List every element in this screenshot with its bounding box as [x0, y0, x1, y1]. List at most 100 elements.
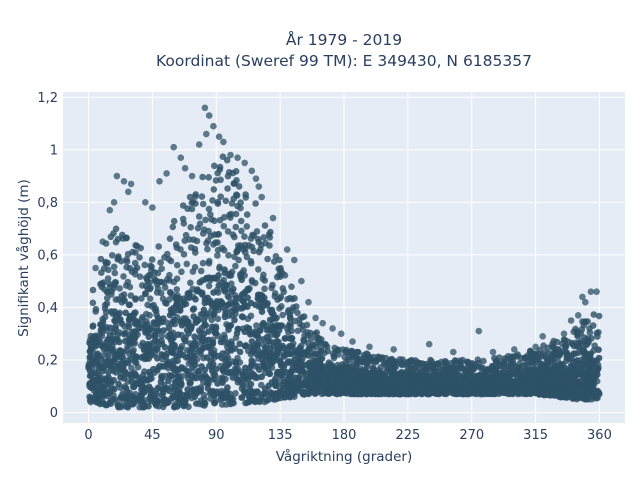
data-point: [92, 264, 99, 272]
data-point: [555, 387, 563, 394]
y-tick-label: 0,2: [37, 353, 58, 368]
data-point: [261, 285, 268, 293]
data-point: [171, 386, 178, 393]
data-point: [224, 348, 231, 356]
data-point: [197, 311, 205, 318]
data-point: [244, 285, 252, 293]
data-point: [220, 222, 228, 230]
data-point: [443, 367, 450, 374]
data-point: [199, 173, 206, 181]
data-point: [190, 313, 197, 320]
data-point: [234, 376, 241, 383]
data-point: [241, 159, 248, 167]
chart-title-line-1: År 1979 - 2019: [286, 30, 402, 49]
data-point: [187, 279, 194, 287]
data-point: [176, 399, 183, 406]
data-point: [511, 346, 518, 353]
data-point: [188, 205, 196, 213]
data-point: [170, 278, 178, 286]
data-point: [276, 305, 283, 312]
data-point: [202, 216, 209, 224]
data-point: [234, 154, 241, 161]
data-point: [262, 364, 269, 372]
data-point: [373, 385, 380, 393]
y-tick-label: 1,2: [37, 91, 58, 106]
data-point: [170, 143, 177, 151]
data-point: [493, 375, 501, 383]
data-point: [281, 335, 289, 342]
data-point: [258, 193, 266, 201]
data-point: [231, 316, 238, 324]
data-point: [355, 383, 363, 390]
data-point: [574, 312, 582, 319]
data-point: [279, 285, 287, 292]
data-point: [176, 305, 184, 313]
data-points: [85, 104, 603, 411]
data-point: [294, 309, 301, 317]
data-point: [217, 392, 225, 400]
data-point: [248, 338, 256, 345]
data-point: [582, 318, 589, 325]
data-point: [110, 356, 118, 364]
data-point: [330, 354, 338, 362]
x-tick-label: 135: [268, 428, 293, 443]
data-point: [198, 193, 206, 200]
data-point: [570, 374, 577, 381]
data-point: [593, 288, 600, 296]
x-tick-label: 315: [523, 428, 548, 443]
data-point: [203, 374, 210, 382]
x-tick-label: 360: [587, 428, 612, 443]
data-point: [294, 327, 302, 335]
data-point: [551, 378, 558, 386]
data-point: [103, 339, 110, 346]
data-point: [301, 332, 308, 340]
data-point: [337, 373, 344, 380]
data-point: [114, 255, 121, 263]
data-point: [132, 359, 140, 367]
data-point: [401, 380, 409, 388]
data-point: [550, 337, 557, 345]
data-point: [167, 373, 175, 380]
data-point: [106, 324, 114, 332]
data-point: [242, 364, 249, 372]
data-point: [222, 388, 229, 395]
data-point: [407, 366, 414, 374]
data-point: [154, 384, 162, 392]
data-point: [181, 164, 189, 172]
data-point: [172, 241, 180, 248]
data-point: [501, 355, 509, 362]
data-point: [477, 364, 485, 371]
data-point: [591, 388, 598, 396]
data-point: [228, 394, 235, 402]
data-point: [199, 291, 206, 298]
data-point: [136, 374, 143, 382]
data-point: [139, 313, 146, 321]
x-tick-label: 270: [459, 428, 484, 443]
data-point: [194, 368, 202, 375]
data-point: [174, 331, 182, 339]
data-point: [245, 325, 253, 332]
data-point: [182, 337, 189, 345]
data-point: [122, 329, 129, 337]
data-point: [524, 361, 531, 369]
data-point: [111, 269, 119, 277]
data-point: [115, 296, 122, 303]
data-point: [217, 193, 224, 200]
data-point: [113, 335, 120, 343]
data-point: [258, 373, 266, 381]
data-point: [277, 359, 284, 366]
data-point: [176, 393, 183, 401]
data-point: [111, 385, 118, 393]
data-point: [472, 390, 480, 398]
data-point: [207, 211, 214, 218]
data-point: [266, 234, 274, 241]
data-point: [456, 372, 464, 380]
x-tick-label: 180: [332, 428, 357, 443]
data-point: [165, 398, 172, 406]
data-point: [310, 379, 317, 387]
data-point: [274, 343, 281, 351]
data-point: [277, 322, 285, 330]
data-point: [595, 354, 603, 362]
data-point: [150, 391, 158, 399]
data-point: [165, 324, 173, 332]
